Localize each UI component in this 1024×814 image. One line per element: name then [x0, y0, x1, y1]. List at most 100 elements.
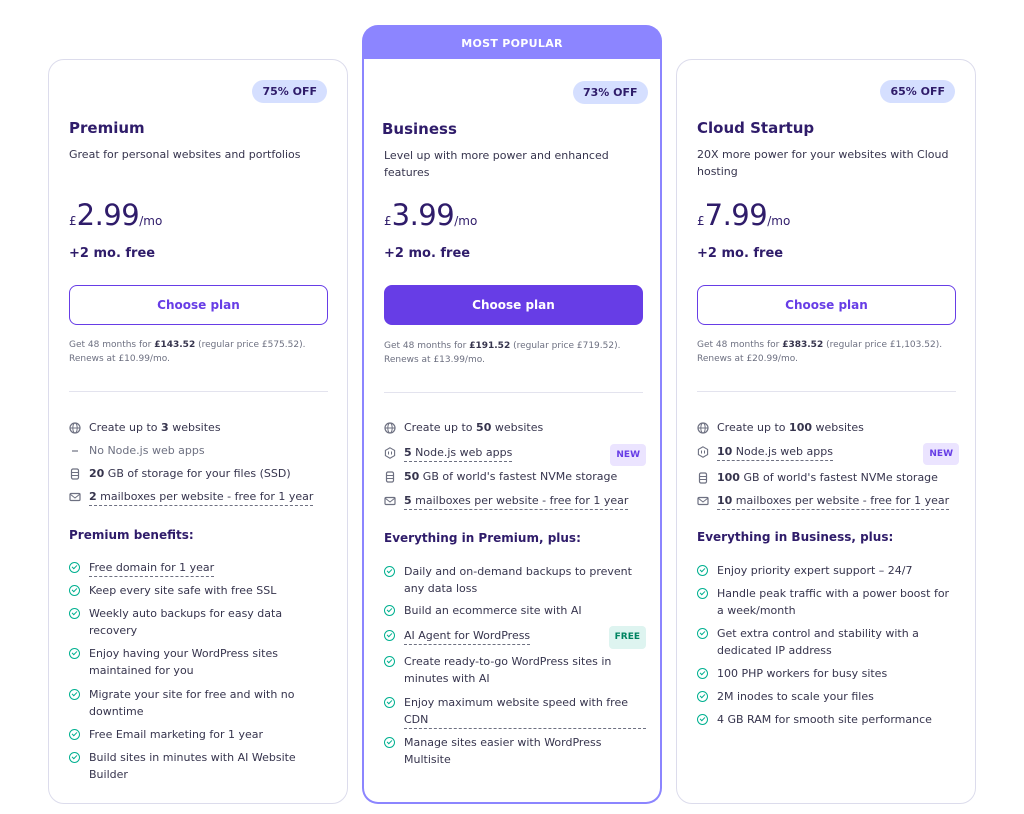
feature-text-end: GB of storage for your files (SSD) [104, 467, 291, 480]
feature-text-end: Node.js web apps [411, 446, 513, 459]
feature-value: 20 [89, 467, 105, 480]
price-amount: 3.99 [391, 198, 455, 232]
plan-name: Premium [69, 119, 145, 137]
plan-terms: Get 48 months for £143.52 (regular price… [69, 338, 331, 366]
terms-price: £191.52 [469, 341, 511, 351]
feature-value: 10 [717, 494, 733, 507]
feature-nodejs[interactable]: 5 Node.js web apps NEW [384, 444, 646, 466]
feature-websites: Create up to 50 websites [384, 420, 646, 436]
plan-price: £3.99/mo [384, 198, 477, 232]
feature-mailboxes[interactable]: 2 mailboxes per website - free for 1 yea… [69, 489, 331, 506]
feature-text-end: mailboxes per website - free for 1 year [96, 490, 314, 503]
benefits-title: Premium benefits: [69, 528, 194, 542]
benefit-text: Enjoy maximum website speed with free CD… [404, 694, 646, 729]
check-icon [69, 689, 80, 700]
benefit-item: Build sites in minutes with AI Website B… [69, 749, 331, 783]
feature-text: Create up to [717, 421, 790, 434]
benefit-text: Manage sites easier with WordPress Multi… [404, 736, 602, 766]
feature-text-end: mailboxes per website - free for 1 year [411, 494, 629, 507]
feature-text: No Node.js web apps [89, 444, 205, 457]
plan-card-premium: 75% OFF Premium Great for personal websi… [48, 59, 348, 804]
benefit-item: Daily and on-demand backups to prevent a… [384, 563, 646, 597]
storage-icon [70, 468, 80, 480]
most-popular-label: MOST POPULAR [461, 37, 563, 50]
price-amount: 7.99 [704, 198, 768, 232]
feature-websites: Create up to 3 websites [69, 420, 331, 436]
storage-icon [698, 472, 708, 484]
plan-description: Great for personal websites and portfoli… [69, 148, 301, 161]
feature-mailboxes[interactable]: 10 mailboxes per website - free for 1 ye… [697, 493, 959, 510]
dash-icon [72, 450, 78, 452]
plan-terms: Get 48 months for £191.52 (regular price… [384, 339, 646, 367]
free-months: +2 mo. free [384, 246, 471, 261]
benefit-text: Build sites in minutes with AI Website B… [89, 751, 296, 781]
price-currency: £ [697, 214, 705, 228]
benefit-text: Weekly auto backups for easy data recove… [89, 607, 283, 637]
benefit-text: Get extra control and stability with a d… [717, 627, 919, 657]
terms-text: Get 48 months for [384, 341, 470, 351]
check-icon [384, 605, 395, 616]
feature-value: 2 [89, 490, 97, 503]
new-badge: NEW [610, 444, 646, 466]
check-icon [384, 566, 395, 577]
benefits-title: Everything in Business, plus: [697, 530, 894, 544]
feature-text-end: Node.js web apps [732, 445, 833, 458]
feature-text-end: mailboxes per website - free for 1 year [732, 494, 950, 507]
globe-icon [69, 422, 81, 434]
feature-storage: 100 GB of world's fastest NVMe storage [697, 470, 959, 486]
free-months: +2 mo. free [697, 246, 784, 261]
terms-text: Get 48 months for [697, 340, 783, 350]
check-icon [384, 697, 395, 708]
terms-text-end: (regular price £575.52). Renews at £10.9… [69, 340, 306, 364]
benefit-item: 4 GB RAM for smooth site performance [697, 711, 959, 728]
price-period: /mo [454, 214, 478, 228]
benefit-item: Enjoy having your WordPress sites mainta… [69, 645, 331, 679]
benefit-item: Handle peak traffic with a power boost f… [697, 585, 959, 619]
benefit-item: Build an ecommerce site with AI [384, 602, 646, 619]
feature-mailboxes[interactable]: 5 mailboxes per website - free for 1 yea… [384, 493, 646, 510]
feature-value: 3 [161, 421, 169, 434]
price-amount: 2.99 [76, 198, 140, 232]
choose-plan-button[interactable]: Choose plan [697, 285, 956, 325]
terms-price: £383.52 [782, 340, 824, 350]
benefit-item[interactable]: Enjoy maximum website speed with free CD… [384, 694, 646, 729]
benefit-text: 2M inodes to scale your files [717, 690, 874, 703]
benefit-item[interactable]: AI Agent for WordPress FREE [384, 626, 646, 649]
benefit-item: 100 PHP workers for busy sites [697, 665, 959, 682]
plan-terms: Get 48 months for £383.52 (regular price… [697, 338, 959, 366]
check-icon [69, 562, 80, 573]
benefit-text: Free Email marketing for 1 year [89, 728, 264, 741]
check-icon [697, 714, 708, 725]
feature-text-end: websites [168, 421, 221, 434]
nodejs-icon [384, 447, 396, 459]
price-period: /mo [767, 214, 791, 228]
benefit-text: Free domain for 1 year [89, 559, 215, 577]
feature-storage: 50 GB of world's fastest NVMe storage [384, 469, 646, 485]
benefit-item: 2M inodes to scale your files [697, 688, 959, 705]
benefit-item: Migrate your site for free and with no d… [69, 686, 331, 720]
feature-value: 50 [476, 421, 492, 434]
divider [697, 391, 956, 392]
choose-plan-button[interactable]: Choose plan [384, 285, 643, 325]
benefit-text: Enjoy having your WordPress sites mainta… [89, 647, 278, 677]
choose-plan-button[interactable]: Choose plan [69, 285, 328, 325]
feature-value: 100 [717, 471, 740, 484]
feature-text: Create up to [404, 421, 477, 434]
benefit-item: Enjoy priority expert support – 24/7 [697, 562, 959, 579]
benefit-item: Free Email marketing for 1 year [69, 726, 331, 743]
check-icon [69, 608, 80, 619]
check-icon [697, 668, 708, 679]
feature-text-end: GB of world's fastest NVMe storage [739, 471, 938, 484]
plan-description: 20X more power for your websites with Cl… [697, 148, 949, 178]
benefit-text: Enjoy priority expert support – 24/7 [717, 564, 913, 577]
feature-nodejs[interactable]: 10 Node.js web apps NEW [697, 443, 959, 465]
feature-value: 50 [404, 470, 420, 483]
benefit-text: Create ready-to-go WordPress sites in mi… [404, 655, 612, 685]
benefit-item: Manage sites easier with WordPress Multi… [384, 734, 646, 768]
check-icon [697, 588, 708, 599]
benefit-item[interactable]: Free domain for 1 year [69, 559, 331, 577]
check-icon [69, 585, 80, 596]
globe-icon [697, 422, 709, 434]
plan-price: £2.99/mo [69, 198, 162, 232]
benefit-text: 4 GB RAM for smooth site performance [717, 713, 932, 726]
